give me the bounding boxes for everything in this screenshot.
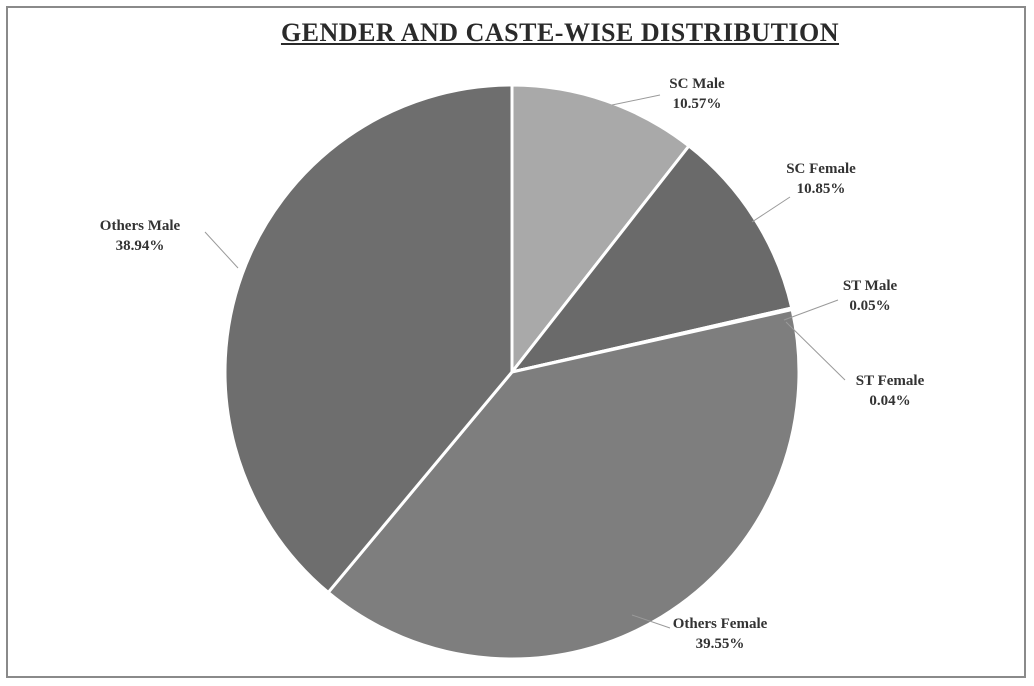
leader-line (204, 231, 239, 269)
data-label-value: 10.57% (673, 96, 722, 112)
data-label-value: 0.04% (869, 393, 910, 409)
data-label-name: Others Male (100, 218, 181, 234)
leader-line (785, 321, 846, 381)
data-label-name: ST Male (843, 278, 898, 294)
pie-slice-sc-male (510, 83, 692, 377)
data-label-value: 38.94% (116, 238, 165, 254)
leader-line (631, 614, 671, 629)
data-label-value: 0.05% (849, 298, 890, 314)
leader-line (751, 196, 791, 223)
data-label-name: Others Female (673, 616, 768, 632)
pie-slice-others-male (223, 83, 514, 595)
pie-slice-others-female (326, 307, 801, 661)
leader-line (783, 299, 839, 321)
data-label-name: ST Female (856, 373, 925, 389)
data-label-name: SC Male (669, 76, 725, 92)
data-label-value: 39.55% (696, 636, 745, 652)
chart-title: GENDER AND CASTE-WISE DISTRIBUTION (280, 18, 840, 47)
leader-line (611, 94, 661, 106)
data-label-value: 10.85% (797, 181, 846, 197)
data-label-name: SC Female (786, 161, 856, 177)
pie-slice-sc-female (508, 143, 794, 375)
